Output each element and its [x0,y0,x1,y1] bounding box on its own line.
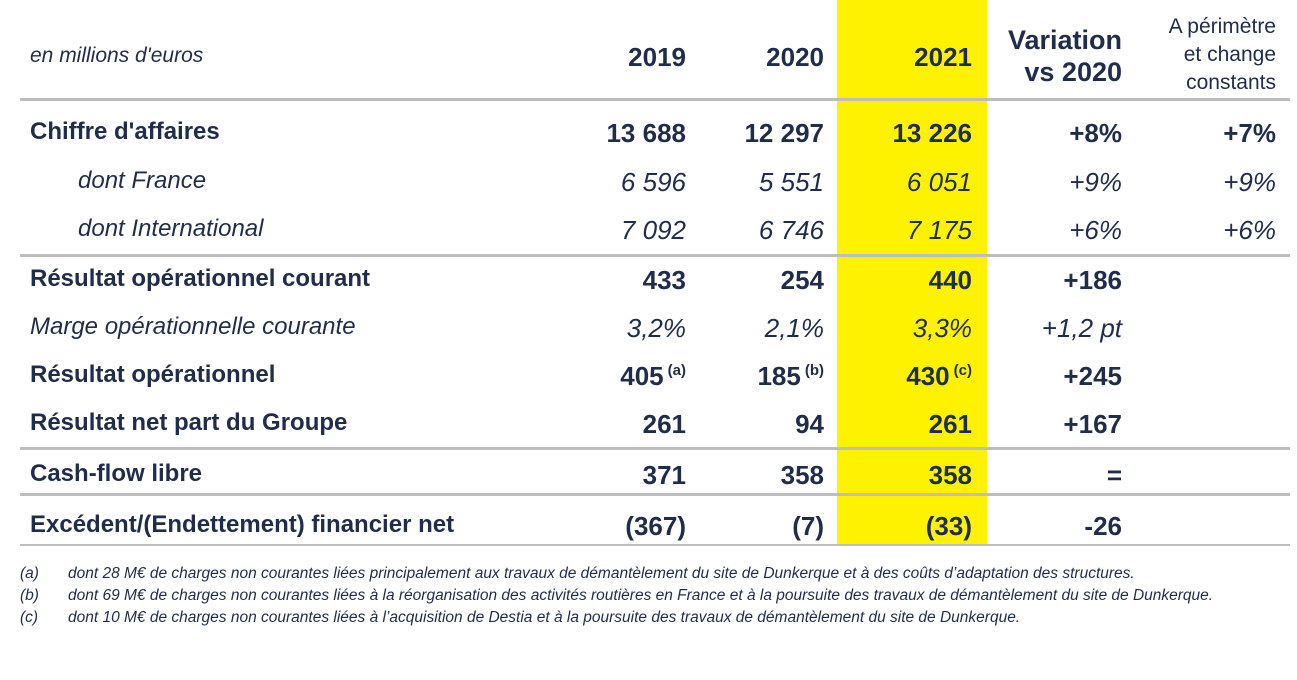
footnote-text: dont 28 M€ de charges non courantes liée… [68,565,1135,582]
cell-2019: 7 092 [620,215,686,245]
divider [20,544,1290,546]
cell-2021: 261 [928,409,972,439]
footnote-b: (b) dont 69 M€ de charges non courantes … [20,586,1282,605]
cell-variation: +8% [1069,118,1122,148]
cell-2020: 94 [795,409,824,439]
footnote-tag: (a) [20,565,39,582]
table-row: Marge opérationnelle courante 3,2% 2,1% … [0,305,1297,353]
footnote-ref-b: (b) [804,362,824,379]
cell-constant: +6% [1223,215,1276,245]
cell-2020: 185 (b) [704,361,824,392]
cell-constant: +7% [1223,118,1276,148]
divider [20,493,1290,496]
divider [20,98,1290,101]
table-row: dont International 7 092 6 746 7 175 +6%… [0,207,1297,255]
cell-2021: 358 [928,460,972,490]
row-label: Cash-flow libre [30,460,203,487]
cell-2020: 6 746 [758,215,824,245]
row-label: Résultat opérationnel courant [30,265,371,292]
row-label: Chiffre d'affaires [30,118,220,145]
row-label: Résultat opérationnel [30,361,276,388]
table-row: Excédent/(Endettement) financier net (36… [0,503,1297,551]
header-variation-line2: vs 2020 [1024,57,1122,87]
cell-2020: 254 [780,265,824,295]
cell-2021: 440 [928,265,972,295]
cell-2020: 5 551 [758,167,824,197]
footnote-text: dont 69 M€ de charges non courantes liée… [68,587,1214,604]
table-row: Chiffre d'affaires 13 688 12 297 13 226 … [0,110,1297,158]
table-row: dont France 6 596 5 551 6 051 +9% +9% [0,159,1297,207]
row-label: Excédent/(Endettement) financier net [30,511,455,538]
cell-2020: 2,1% [764,313,824,343]
header-constant-scope: A périmètre et change constants [1130,13,1276,97]
table-row: Cash-flow libre 371 358 358 = [0,452,1297,500]
header-constant-line3: constants [1186,71,1276,94]
cell-2019: 405 (a) [566,361,686,392]
cell-2021: 3,3% [912,313,972,343]
cell-2020: (7) [792,511,824,541]
table-row: Résultat opérationnel courant 433 254 44… [0,257,1297,305]
row-label: Résultat net part du Groupe [30,409,348,436]
header-variation-line1: Variation [1007,25,1122,55]
cell-variation: +6% [1069,215,1122,245]
cell-2019: 3,2% [626,313,686,343]
cell-variation: = [1106,460,1122,490]
footnote-a: (a) dont 28 M€ de charges non courantes … [20,564,1282,583]
cell-2021: 430 (c) [852,361,972,392]
footnote-ref-a: (a) [667,362,686,379]
cell-variation: -26 [1084,511,1122,541]
cell-2021: 13 226 [892,118,972,148]
cell-2019: 371 [642,460,686,490]
footnote-c: (c) dont 10 M€ de charges non courantes … [20,608,1282,627]
cell-2021: 6 051 [906,167,972,197]
footnote-tag: (c) [20,609,39,626]
header-2019: 2019 [628,42,686,72]
header-constant-line2: et change [1183,43,1276,66]
table-header: en millions d'euros 2019 2020 2021 Varia… [0,0,1297,100]
header-2020: 2020 [766,42,824,72]
value: 430 [906,361,950,391]
value: 185 [757,361,801,391]
cell-variation: +9% [1069,167,1122,197]
footnote-ref-c: (c) [953,362,972,379]
cell-2019: 433 [642,265,686,295]
row-label: dont International [78,215,264,242]
cell-2019: 6 596 [620,167,686,197]
table-row: Résultat net part du Groupe 261 94 261 +… [0,401,1297,449]
footnote-tag: (b) [20,587,39,604]
cell-variation: +245 [1063,361,1122,391]
cell-2019: 261 [642,409,686,439]
cell-variation: +1,2 pt [1041,313,1122,343]
cell-variation: +167 [1063,409,1122,439]
divider [20,447,1290,450]
table-row: Résultat opérationnel 405 (a) 185 (b) 430(… [0,353,1297,401]
footnotes: (a) dont 28 M€ de charges non courantes … [20,564,1282,630]
cell-2019: (367) [625,511,686,541]
cell-2020: 12 297 [744,118,824,148]
cell-constant: +9% [1223,167,1276,197]
row-label: Marge opérationnelle courante [30,313,356,340]
header-2021: 2021 [914,42,972,72]
row-label: dont France [78,167,207,194]
header-variation: Variation vs 2020 [990,24,1122,88]
unit-label: en millions d'euros [30,44,204,67]
header-constant-line1: A périmètre [1168,15,1276,38]
divider [20,254,1290,257]
highlight-2021-column [837,0,987,545]
cell-2020: 358 [780,460,824,490]
cell-2019: 13 688 [606,118,686,148]
value: 405 [620,361,664,391]
cell-variation: +186 [1063,265,1122,295]
footnote-text: dont 10 M€ de charges non courantes liée… [68,609,1021,626]
cell-2021: (33) [925,511,972,541]
cell-2021: 7 175 [906,215,972,245]
